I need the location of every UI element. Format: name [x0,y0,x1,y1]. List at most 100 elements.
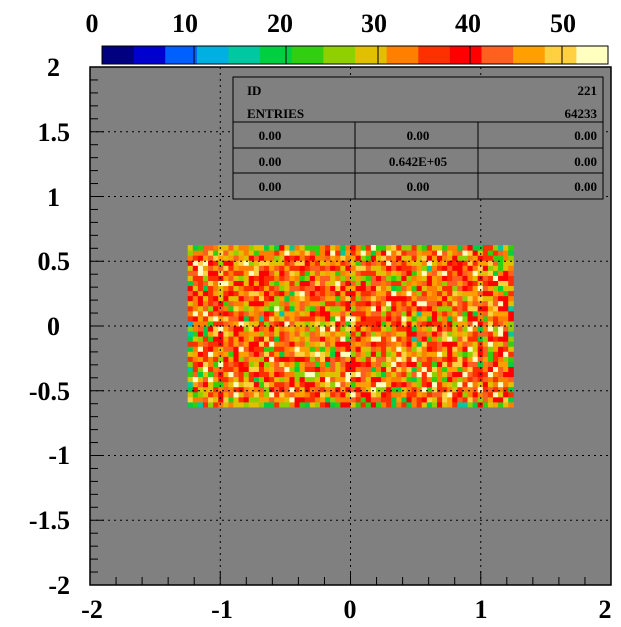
histogram-cell [442,381,448,388]
histogram-cell [370,295,377,302]
histogram-cell [457,336,463,342]
histogram-cell [208,255,214,261]
histogram-cell [452,245,458,251]
histogram-cell [365,295,372,302]
histogram-cell [274,295,280,302]
histogram-cell [218,285,224,292]
histogram-cell [294,260,301,266]
histogram-cell [335,396,341,403]
histogram-cell [269,386,275,393]
histogram-cell [365,361,372,367]
y-tick-label: 1.5 [38,118,71,147]
histogram-cell [192,310,199,317]
histogram-cell [243,315,250,322]
histogram-cell [208,300,214,307]
histogram-cell [325,250,331,256]
histogram-cell [238,366,245,373]
histogram-cell [421,396,428,403]
histogram-cell [335,331,341,337]
histogram-cell [243,310,250,317]
histogram-cell [457,386,463,393]
histogram-cell [187,371,194,378]
histogram-cell [202,260,209,266]
histogram-cell [218,386,224,393]
histogram-cell [370,341,377,347]
histogram-cell [401,391,407,398]
histogram-cell [365,401,372,408]
histogram-cell [289,366,296,373]
histogram-cell [391,331,397,337]
histogram-cell [462,396,469,403]
histogram-cell [508,320,514,327]
histogram-cell [218,275,224,281]
histogram-cell [284,401,290,408]
histogram-cell [238,391,245,398]
histogram-cell [431,285,438,292]
histogram-cell [299,386,306,393]
histogram-cell [253,270,260,276]
histogram-cell [213,366,219,373]
histogram-cell [202,386,209,393]
histogram-cell [274,371,280,378]
histogram-cell [447,270,453,276]
histogram-cell [467,401,474,408]
color-scale-swatch [410,46,419,64]
histogram-cell [401,371,407,378]
histogram-cell [253,366,260,373]
histogram-cell [248,250,255,256]
histogram-cell [492,285,499,292]
histogram-cell [442,300,448,307]
histogram-cell [436,366,443,373]
histogram-cell [253,391,260,398]
histogram-cell [396,331,402,337]
histogram-cell [233,285,240,292]
histogram-cell [396,371,402,378]
histogram-cell [498,270,504,276]
histogram-cell [355,310,362,317]
histogram-cell [294,396,301,403]
histogram-cell [381,265,387,271]
histogram-cell [396,295,402,302]
histogram-cell [304,260,311,266]
histogram-cell [299,376,306,383]
histogram-cell [279,250,285,256]
histogram-cell [213,401,219,408]
histogram-cell [391,341,397,347]
histogram-cell [498,275,504,281]
histogram-cell [243,371,250,378]
histogram-cell [304,381,311,388]
histogram-cell [202,310,209,317]
histogram-cell [279,346,285,352]
histogram-cell [416,381,423,388]
histogram-cell [197,285,204,292]
histogram-cell [289,315,296,322]
histogram-cell [345,255,351,261]
histogram-cell [345,270,351,276]
histogram-cell [340,356,346,362]
histogram-cell [411,351,418,357]
histogram-cell [345,310,351,317]
histogram-cell [492,336,499,342]
histogram-cell [340,255,346,261]
histogram-cell [243,320,250,327]
histogram-cell [294,391,301,398]
histogram-cell [264,331,270,337]
histogram-cell [442,280,448,287]
histogram-cell [197,346,204,352]
histogram-cell [233,356,240,362]
histogram-cell [233,401,240,408]
histogram-cell [330,310,336,317]
histogram-cell [365,396,372,403]
histogram-cell [365,300,372,307]
histogram-cell [386,265,392,271]
histogram-cell [431,366,438,373]
histogram-cell [370,331,377,337]
histogram-cell [482,341,489,347]
histogram-cell [325,285,331,292]
histogram-cell [508,371,514,378]
histogram-cell [416,396,423,403]
histogram-cell [360,250,367,256]
histogram-cell [197,315,204,322]
histogram-cell [492,351,499,357]
histogram-cell [462,341,469,347]
